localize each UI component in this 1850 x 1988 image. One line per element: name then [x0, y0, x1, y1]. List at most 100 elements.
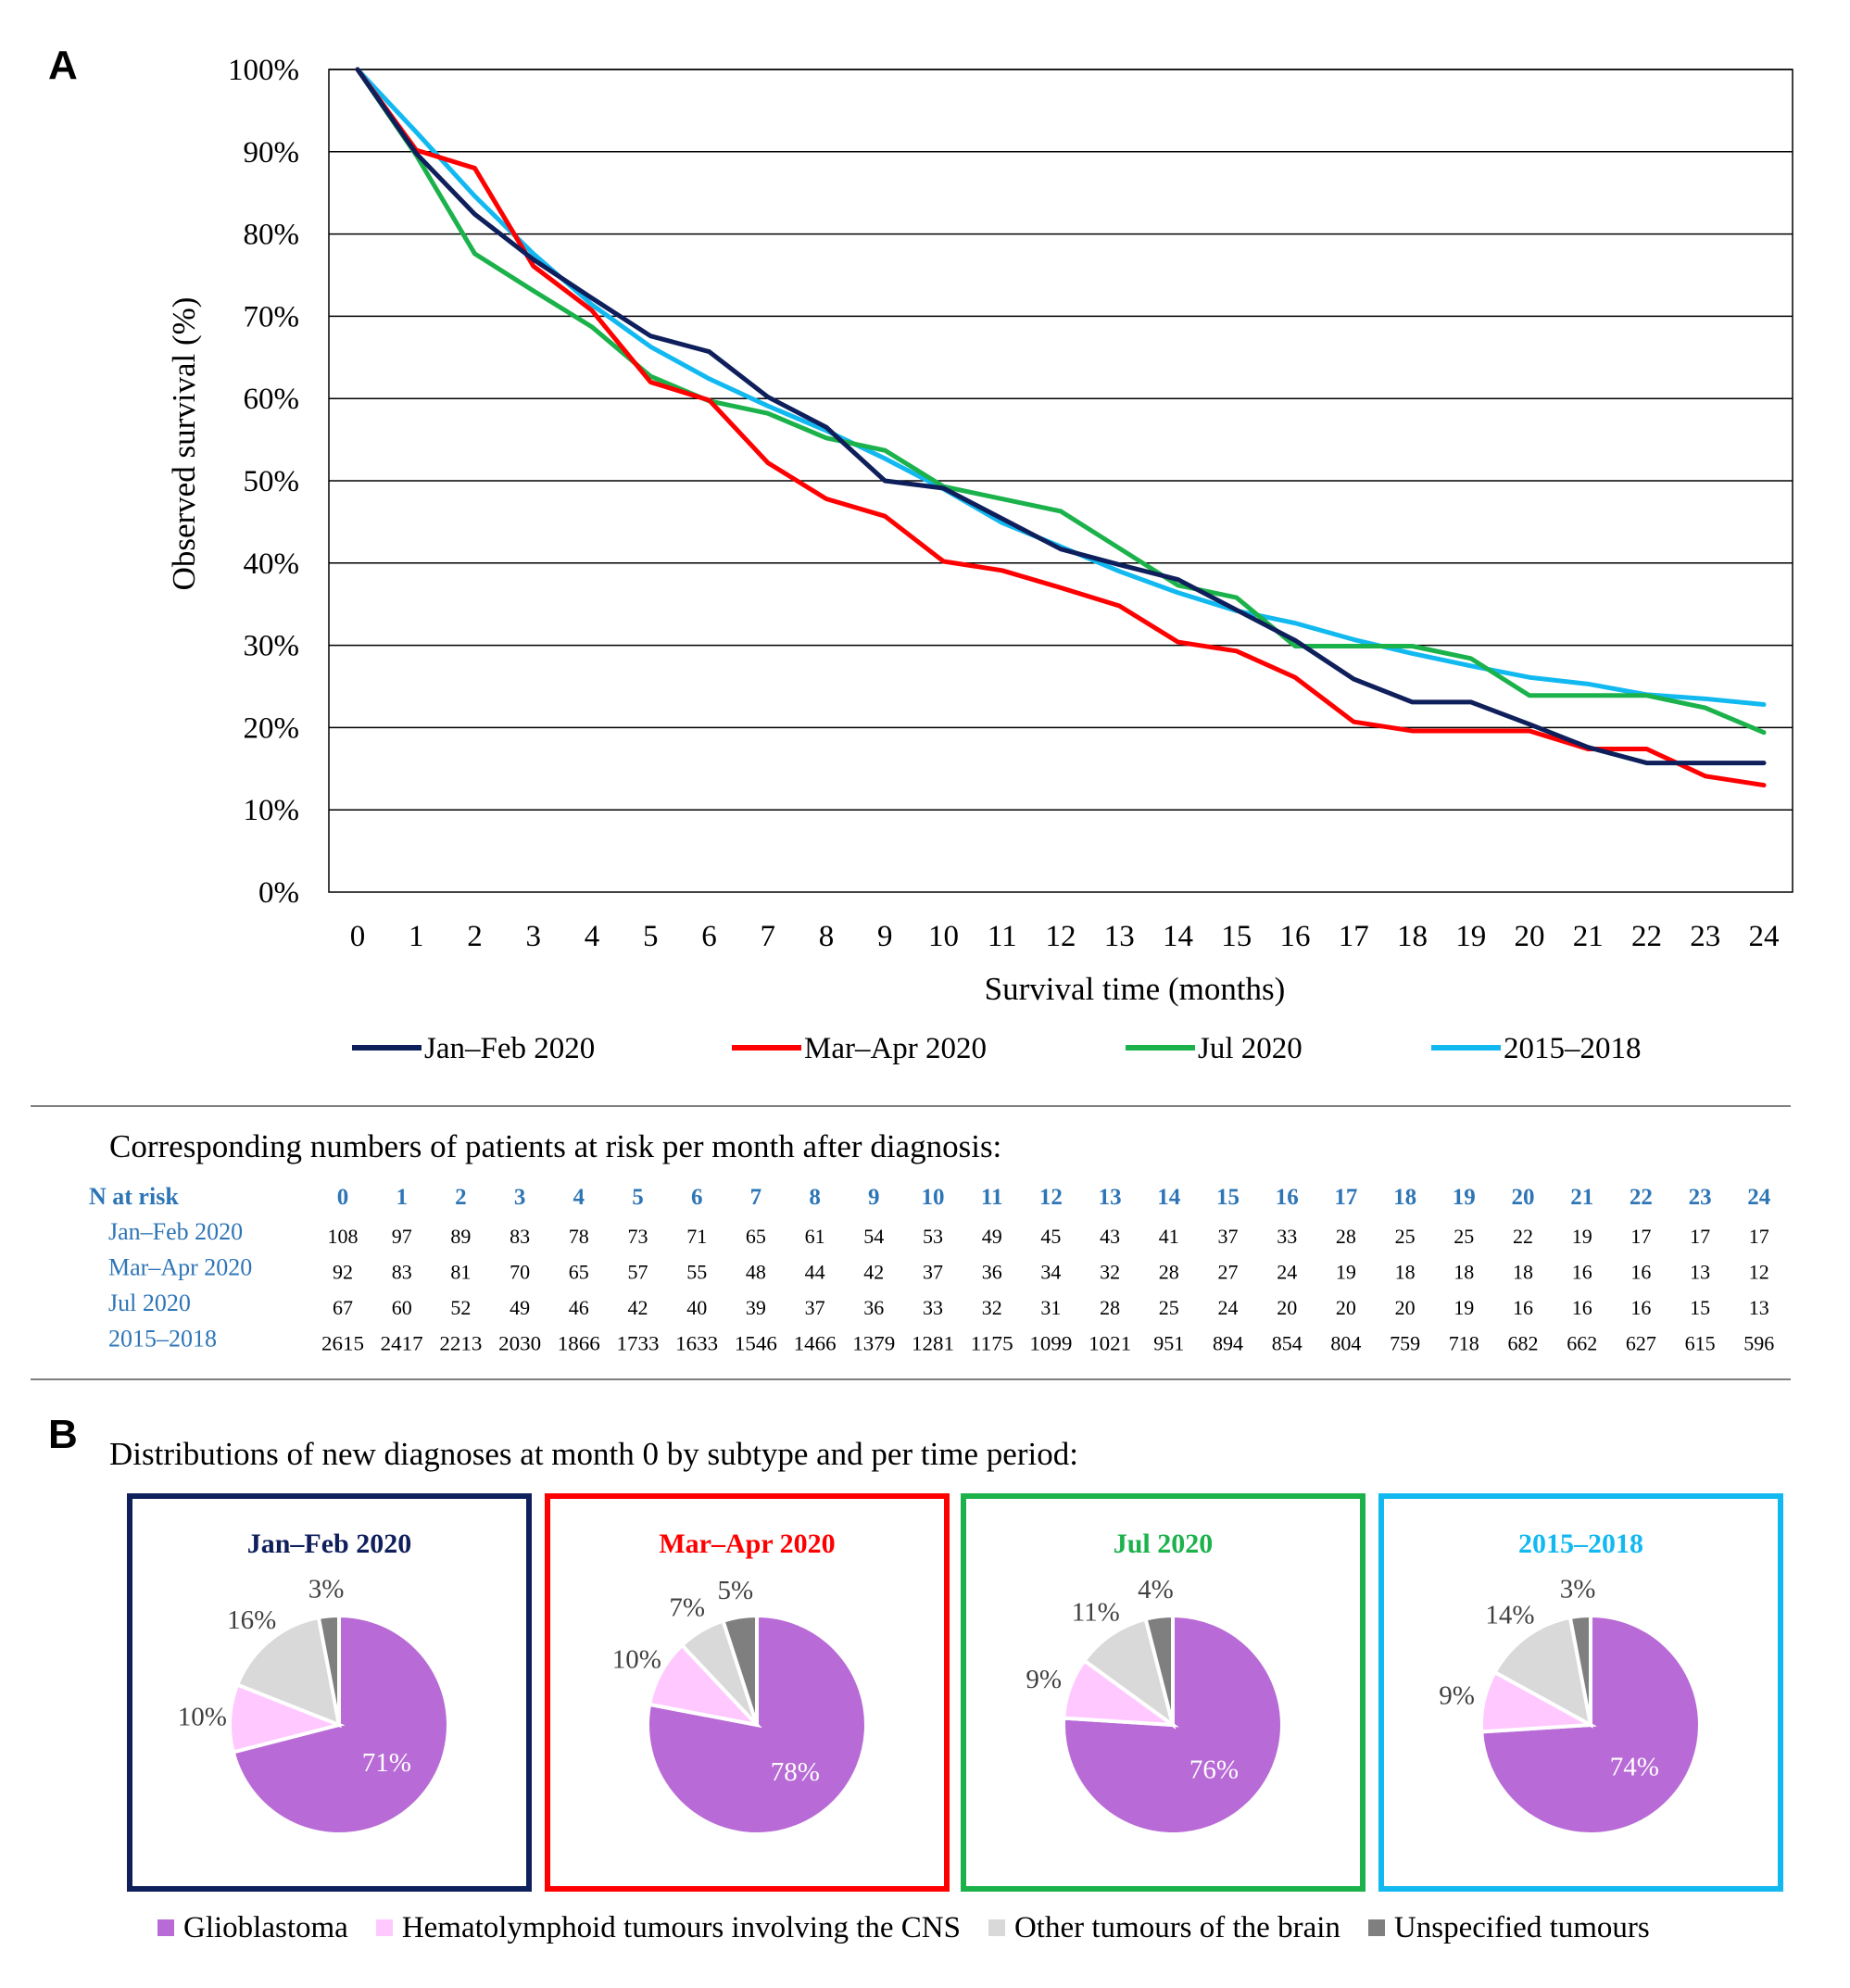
y-axis-label: Observed survival (%): [166, 297, 202, 591]
risk-cell: 52: [450, 1296, 471, 1319]
risk-row-label: Mar–Apr 2020: [108, 1254, 252, 1281]
risk-column-header: 3: [514, 1185, 526, 1210]
x-tick-label: 20: [1515, 920, 1545, 953]
y-tick-label: 80%: [244, 219, 300, 252]
risk-column-header: 16: [1276, 1185, 1299, 1210]
x-tick-label: 22: [1631, 920, 1662, 953]
risk-cell: 49: [510, 1296, 530, 1319]
x-tick-label: 11: [988, 920, 1017, 953]
risk-cell: 36: [982, 1261, 1002, 1284]
pie-slice: [1143, 1613, 1175, 1726]
risk-cell: 49: [982, 1225, 1002, 1248]
pie-slice-label: 78%: [771, 1757, 820, 1787]
divider-bottom: [31, 1378, 1791, 1380]
risk-column-header: 15: [1216, 1185, 1240, 1210]
risk-cell: 46: [569, 1296, 589, 1319]
pie-title: Jul 2020: [1113, 1529, 1214, 1559]
pie-chart: 71% 10% 16% 3%: [178, 1575, 450, 1836]
risk-column-header: 7: [750, 1185, 762, 1210]
legend-label: 2015–2018: [1504, 1032, 1642, 1065]
legend-label: Jul 2020: [1198, 1032, 1303, 1065]
legend-label-glioblastoma: Glioblastoma: [183, 1910, 348, 1944]
risk-column-header: 5: [632, 1185, 644, 1210]
risk-cell: 17: [1630, 1225, 1651, 1248]
risk-cell: 13: [1690, 1261, 1710, 1284]
risk-cell: 19: [1454, 1296, 1474, 1319]
risk-row-label: Jul 2020: [108, 1290, 191, 1316]
risk-column-header: 24: [1747, 1185, 1771, 1210]
risk-cell: 1866: [558, 1332, 600, 1355]
risk-cell: 28: [1100, 1296, 1120, 1319]
risk-cell: 37: [805, 1296, 825, 1319]
risk-column-header: 14: [1157, 1185, 1181, 1210]
legend-swatch-hematolymphoid: [375, 1919, 393, 1936]
x-tick-label: 17: [1339, 920, 1369, 953]
pie-slice-label: 5%: [718, 1576, 754, 1605]
x-tick-label: 7: [761, 920, 776, 953]
risk-cell: 1281: [912, 1332, 954, 1355]
risk-column-header: 18: [1393, 1185, 1416, 1210]
risk-cell: 28: [1336, 1225, 1356, 1248]
x-tick-label: 4: [585, 920, 600, 953]
risk-cell: 19: [1572, 1225, 1592, 1248]
risk-cell: 662: [1567, 1332, 1597, 1355]
risk-cell: 92: [333, 1261, 353, 1284]
risk-cell: 40: [686, 1296, 707, 1319]
risk-column-header: 19: [1453, 1185, 1476, 1210]
risk-cell: 718: [1449, 1332, 1479, 1355]
risk-cell: 1379: [852, 1332, 895, 1355]
legend-item-hematolymphoid: Hematolymphoid tumours involving the CNS: [375, 1910, 961, 1945]
risk-cell: 2417: [381, 1332, 423, 1355]
risk-cell: 41: [1159, 1225, 1179, 1248]
risk-cell: 27: [1218, 1261, 1239, 1284]
risk-cell: 25: [1395, 1225, 1416, 1248]
plot-area: [328, 69, 1793, 893]
risk-cell: 1733: [617, 1332, 660, 1355]
risk-cell: 1466: [794, 1332, 837, 1355]
risk-cell: 25: [1159, 1296, 1179, 1319]
risk-column-header: 17: [1334, 1185, 1357, 1210]
pie-chart: 74% 9% 14% 3%: [1439, 1575, 1702, 1836]
risk-cell: 71: [686, 1225, 707, 1248]
pie-slice: [234, 1615, 342, 1729]
legend-item-glioblastoma: Glioblastoma: [157, 1911, 348, 1945]
legend-swatch-other: [988, 1919, 1005, 1936]
panel-b-label: B: [48, 1412, 78, 1457]
survival-line-chart: 0%10%20%30%40%50%60%70%80%90%100%0 1 2 3 4 5 6…: [166, 54, 1793, 1065]
risk-cell: 55: [686, 1261, 707, 1284]
x-tick-label: 6: [701, 920, 717, 953]
risk-cell: 759: [1390, 1332, 1420, 1355]
x-tick-label: 5: [643, 920, 659, 953]
risk-cell: 20: [1277, 1296, 1297, 1319]
risk-cell: 804: [1330, 1332, 1361, 1355]
x-tick-label: 21: [1573, 920, 1604, 953]
risk-cell: 70: [510, 1261, 530, 1284]
legend-label-unspecified: Unspecified tumours: [1393, 1910, 1650, 1944]
risk-cell: 1175: [971, 1332, 1013, 1355]
pie-slice: [721, 1613, 759, 1726]
risk-cell: 1633: [675, 1332, 718, 1355]
legend-item-other: Other tumours of the brain: [988, 1911, 1340, 1945]
pie-slice-label: 3%: [1560, 1575, 1596, 1604]
risk-cell: 108: [328, 1225, 359, 1248]
risk-column-header: 20: [1512, 1185, 1535, 1210]
risk-cell: 18: [1513, 1261, 1533, 1284]
risk-column-header: 12: [1039, 1185, 1063, 1210]
risk-cell: 894: [1213, 1332, 1243, 1355]
risk-cell: 16: [1572, 1261, 1592, 1284]
x-tick-label: 18: [1397, 920, 1428, 953]
risk-cell: 39: [746, 1296, 766, 1319]
risk-cell: 15: [1690, 1296, 1710, 1319]
legend-label-hematolymphoid: Hematolymphoid tumours involving the CNS: [401, 1910, 961, 1944]
pie-slice-label: 74%: [1610, 1752, 1659, 1781]
risk-cell: 12: [1749, 1261, 1769, 1284]
risk-header-label: N at risk: [89, 1183, 179, 1210]
risk-cell: 18: [1454, 1261, 1474, 1284]
pie-title: 2015–2018: [1518, 1529, 1643, 1559]
pie-slice: [1567, 1613, 1592, 1726]
risk-cell: 67: [333, 1296, 353, 1319]
pie-chart: 76% 9% 11% 4%: [1026, 1575, 1284, 1836]
risk-column-header: 8: [809, 1185, 821, 1210]
risk-cell: 22: [1513, 1225, 1533, 1248]
risk-cell: 60: [392, 1296, 412, 1319]
